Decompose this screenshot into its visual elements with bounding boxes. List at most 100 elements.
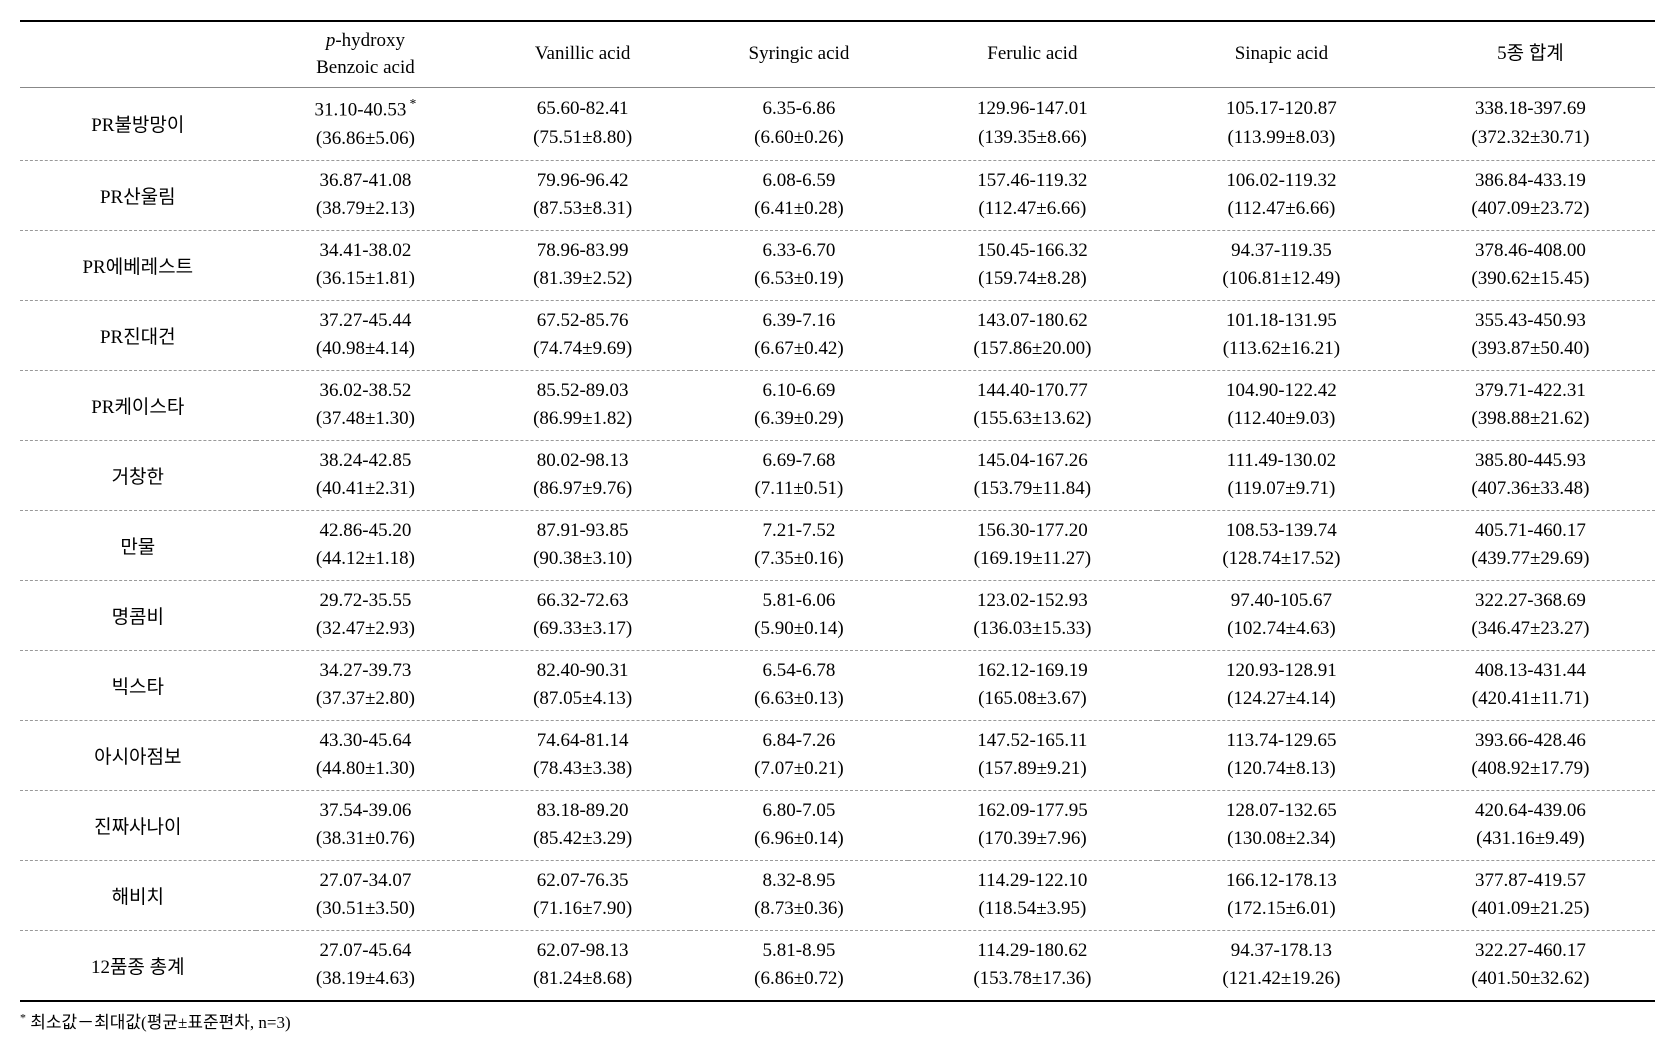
cell-range: 97.40-105.67 (1231, 590, 1332, 611)
data-cell: 83.18-89.20(85.42±3.29) (475, 790, 690, 860)
data-cell: 322.27-368.69(346.47±23.27) (1406, 580, 1655, 650)
cell-mean: (6.60±0.26) (754, 127, 844, 148)
cell-mean: (155.63±13.62) (973, 408, 1091, 429)
data-cell: 85.52-89.03(86.99±1.82) (475, 370, 690, 440)
cell-range: 377.87-419.57 (1475, 870, 1586, 891)
cell-mean: (153.78±17.36) (973, 968, 1091, 989)
cell-range: 6.54-6.78 (763, 660, 836, 681)
table-row: 명콤비29.72-35.55(32.47±2.93)66.32-72.63(69… (20, 580, 1655, 650)
cell-range: 34.41-38.02 (320, 240, 412, 261)
data-cell: 114.29-180.62 (153.78±17.36) (908, 930, 1157, 1001)
data-cell: 322.27-460.17(401.50±32.62) (1406, 930, 1655, 1001)
data-cell: 38.24-42.85 (40.41±2.31) (256, 440, 476, 510)
data-cell: 386.84-433.19(407.09±23.72) (1406, 160, 1655, 230)
data-cell: 166.12-178.13(172.15±6.01) (1157, 860, 1406, 930)
cell-mean: (90.38±3.10) (533, 548, 632, 569)
cell-range: 355.43-450.93 (1475, 310, 1586, 331)
data-cell: 129.96-147.01(139.35±8.66) (908, 88, 1157, 160)
data-cell: 162.09-177.95(170.39±7.96) (908, 790, 1157, 860)
cell-range: 6.35-6.86 (763, 98, 836, 119)
data-cell: 66.32-72.63(69.33±3.17) (475, 580, 690, 650)
cell-mean: (74.74±9.69) (533, 338, 632, 359)
cell-range: 5.81-8.95 (763, 940, 836, 961)
cell-range: 37.54-39.06 (320, 800, 412, 821)
data-cell: 105.17-120.87 (113.99±8.03) (1157, 88, 1406, 160)
table-row: 진짜사나이37.54-39.06(38.31±0.76)83.18-89.20(… (20, 790, 1655, 860)
cell-range: 113.74-129.65 (1226, 730, 1336, 751)
col-header-ferulic: Ferulic acid (908, 21, 1157, 88)
col-header-line2: Benzoic acid (316, 57, 415, 78)
data-cell: 6.35-6.86 (6.60±0.26) (690, 88, 908, 160)
table-footnote: * 최소값－최대값(평균±표준편차, n=3) (20, 1008, 1655, 1033)
cell-mean: (130.08±2.34) (1227, 828, 1336, 849)
cell-mean: (6.67±0.42) (754, 338, 844, 359)
data-cell: 97.40-105.67(102.74±4.63) (1157, 580, 1406, 650)
cell-range: 79.96-96.42 (537, 170, 629, 191)
cell-mean: (6.63±0.13) (754, 688, 844, 709)
cell-mean: (398.88±21.62) (1471, 408, 1589, 429)
table-row: 만물42.86-45.20(44.12±1.18)87.91-93.85(90.… (20, 510, 1655, 580)
data-cell: 128.07-132.65(130.08±2.34) (1157, 790, 1406, 860)
cell-mean: (36.15±1.81) (316, 268, 415, 289)
cell-range: 105.17-120.87 (1226, 98, 1337, 119)
data-cell: 6.08-6.59(6.41±0.28) (690, 160, 908, 230)
cell-mean: (40.98±4.14) (316, 338, 415, 359)
cell-mean: (8.73±0.36) (754, 898, 844, 919)
data-cell: 377.87-419.57(401.09±21.25) (1406, 860, 1655, 930)
cell-mean: (112.40±9.03) (1227, 408, 1335, 429)
cell-mean: (346.47±23.27) (1471, 618, 1589, 639)
row-label: PR진대건 (20, 300, 256, 370)
data-cell: 123.02-152.93(136.03±15.33) (908, 580, 1157, 650)
table-row: 거창한 38.24-42.85 (40.41±2.31) 80.02-98.13(86… (20, 440, 1655, 510)
cell-mean: (6.53±0.19) (754, 268, 844, 289)
cell-mean: (37.37±2.80) (316, 688, 415, 709)
cell-mean: (75.51±8.80) (533, 127, 632, 148)
data-cell: 6.80-7.05(6.96±0.14) (690, 790, 908, 860)
data-cell: 355.43-450.93(393.87±50.40) (1406, 300, 1655, 370)
cell-range: 65.60-82.41 (537, 98, 629, 119)
cell-range: 42.86-45.20 (320, 520, 412, 541)
row-label: PR불방망이 (20, 88, 256, 160)
cell-range: 38.24-42.85 (320, 450, 412, 471)
cell-range: 27.07-34.07 (320, 870, 412, 891)
cell-range: 108.53-139.74 (1226, 520, 1337, 541)
col-header-phydroxy: p-hydroxy Benzoic acid (256, 21, 476, 88)
cell-range: 114.29-180.62 (977, 940, 1087, 961)
data-cell: 94.37-119.35(106.81±12.49) (1157, 230, 1406, 300)
cell-mean: (6.96±0.14) (754, 828, 844, 849)
cell-range: 145.04-167.26 (977, 450, 1088, 471)
cell-mean: (40.41±2.31) (316, 478, 415, 499)
cell-range: 66.32-72.63 (537, 590, 629, 611)
row-label: 만물 (20, 510, 256, 580)
cell-range: 43.30-45.64 (320, 730, 412, 751)
cell-range: 6.69-7.68 (763, 450, 836, 471)
cell-mean: (420.41±11.71) (1472, 688, 1589, 709)
cell-range: 157.46-119.32 (977, 170, 1087, 191)
data-cell: 405.71-460.17(439.77±29.69) (1406, 510, 1655, 580)
data-cell: 67.52-85.76(74.74±9.69) (475, 300, 690, 370)
cell-mean: (408.92±17.79) (1471, 758, 1589, 779)
data-cell: 78.96-83.99(81.39±2.52) (475, 230, 690, 300)
data-cell: 36.02-38.52(37.48±1.30) (256, 370, 476, 440)
data-cell: 379.71-422.31(398.88±21.62) (1406, 370, 1655, 440)
cell-mean: (118.54±3.95) (978, 898, 1086, 919)
col-header-rest: -hydroxy (335, 30, 405, 51)
data-cell: 82.40-90.31(87.05±4.13) (475, 650, 690, 720)
table-row: PR케이스타36.02-38.52(37.48±1.30)85.52-89.03… (20, 370, 1655, 440)
cell-range: 147.52-165.11 (977, 730, 1087, 751)
cell-mean: (38.79±2.13) (316, 198, 415, 219)
data-cell: 74.64-81.14(78.43±3.38) (475, 720, 690, 790)
cell-mean: (81.24±8.68) (533, 968, 632, 989)
star-marker: * (406, 96, 416, 111)
cell-range: 123.02-152.93 (977, 590, 1088, 611)
col-header-total: 5종 합계 (1406, 21, 1655, 88)
data-cell: 104.90-122.42(112.40±9.03) (1157, 370, 1406, 440)
col-header-syringic: Syringic acid (690, 21, 908, 88)
cell-mean: (431.16±9.49) (1476, 828, 1585, 849)
row-label: 아시아점보 (20, 720, 256, 790)
row-label: 거창한 (20, 440, 256, 510)
cell-mean: (85.42±3.29) (533, 828, 632, 849)
cell-mean: (124.27±4.14) (1227, 688, 1336, 709)
data-cell: 80.02-98.13(86.97±9.76) (475, 440, 690, 510)
cell-mean: (113.99±8.03) (1227, 127, 1335, 148)
